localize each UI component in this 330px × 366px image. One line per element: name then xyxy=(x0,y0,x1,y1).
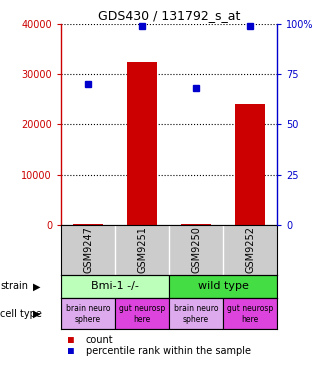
Bar xyxy=(235,104,265,225)
Text: Bmi-1 -/-: Bmi-1 -/- xyxy=(91,281,139,291)
Text: ▶: ▶ xyxy=(33,281,41,291)
Text: GSM9252: GSM9252 xyxy=(245,226,255,273)
Bar xyxy=(73,224,103,225)
Text: percentile rank within the sample: percentile rank within the sample xyxy=(86,346,251,356)
Text: GDS430 / 131792_s_at: GDS430 / 131792_s_at xyxy=(98,9,240,22)
Bar xyxy=(181,224,211,225)
Text: GSM9247: GSM9247 xyxy=(83,226,93,273)
Text: GSM9251: GSM9251 xyxy=(137,226,147,273)
Bar xyxy=(61,298,115,329)
Bar xyxy=(61,274,169,298)
Text: ■: ■ xyxy=(68,346,74,356)
Text: brain neuro
sphere: brain neuro sphere xyxy=(174,304,218,324)
Text: ■: ■ xyxy=(68,335,74,346)
Text: ▶: ▶ xyxy=(33,309,41,319)
Text: wild type: wild type xyxy=(198,281,248,291)
Text: gut neurosp
here: gut neurosp here xyxy=(227,304,273,324)
Bar xyxy=(169,274,277,298)
Bar xyxy=(169,298,223,329)
Text: strain: strain xyxy=(0,281,28,291)
Bar xyxy=(223,298,277,329)
Bar xyxy=(115,298,169,329)
Text: GSM9250: GSM9250 xyxy=(191,226,201,273)
Text: brain neuro
sphere: brain neuro sphere xyxy=(66,304,110,324)
Text: count: count xyxy=(86,335,114,346)
Bar xyxy=(127,61,157,225)
Text: cell type: cell type xyxy=(0,309,42,319)
Text: gut neurosp
here: gut neurosp here xyxy=(119,304,165,324)
